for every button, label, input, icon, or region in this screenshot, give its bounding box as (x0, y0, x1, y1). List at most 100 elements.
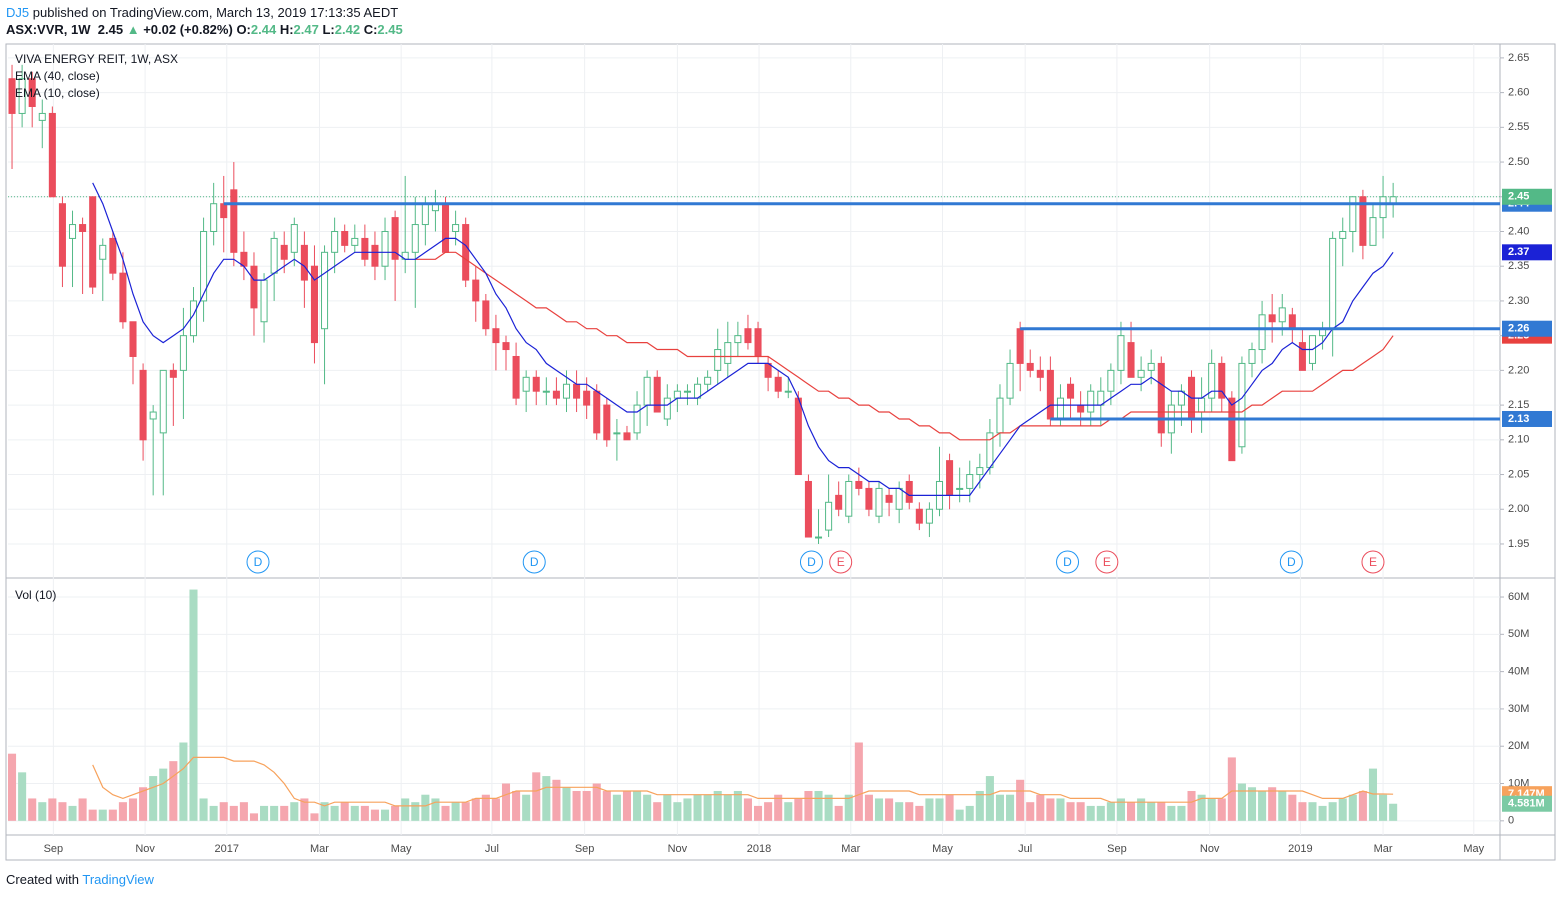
volume-bar (411, 802, 420, 821)
volume-bar (532, 772, 541, 821)
volume-bar (401, 798, 410, 821)
candle-body (1238, 362, 1246, 448)
volume-bar (1217, 798, 1226, 821)
brand[interactable]: TradingView (82, 872, 154, 887)
candle-body (724, 342, 732, 364)
volume-bar (58, 802, 67, 821)
candle-body (1157, 362, 1165, 434)
author[interactable]: DJ5 (6, 5, 30, 20)
volume-bar (925, 798, 934, 821)
volume-bar (965, 805, 974, 821)
volume-bar (1056, 798, 1065, 821)
candle-body (814, 536, 823, 539)
volume-bar (1187, 790, 1196, 821)
volume-bar (864, 794, 873, 821)
candle-body (825, 501, 833, 531)
y-tick-label: 2.65 (1508, 52, 1529, 64)
volume-bar (643, 794, 652, 821)
candle-body (532, 376, 540, 392)
volume-bar (522, 794, 531, 821)
volume-bar (673, 802, 682, 821)
candle-body (633, 404, 641, 434)
volume-bar (1066, 802, 1075, 821)
volume-bar (985, 776, 994, 821)
header-line-2: ASX:VVR, 1W 2.45 ▲ +0.02 (+0.82%) O:2.44… (6, 21, 403, 38)
candle-body (1137, 369, 1145, 378)
volume-bar (1308, 802, 1317, 821)
volume-bar (1106, 802, 1115, 821)
x-tick-label: 2017 (215, 843, 239, 855)
event-marker (1095, 550, 1119, 574)
candle-body (452, 224, 460, 232)
candle-body (99, 244, 107, 260)
volume-bar (885, 798, 894, 821)
volume-bar (542, 776, 551, 821)
candle-body (623, 432, 631, 441)
candle-body (321, 251, 329, 330)
candle-body (673, 390, 681, 399)
volume-bar (421, 794, 430, 821)
volume-bar (1389, 803, 1398, 821)
legend-entry: EMA (40, close) (15, 69, 100, 83)
candle-body (744, 328, 752, 344)
volume-bar (1116, 798, 1125, 821)
volume-bar (1338, 798, 1347, 821)
volume-bar (602, 790, 611, 821)
volume-bar (1237, 783, 1246, 821)
candle-body (200, 230, 208, 302)
candle-body (351, 237, 359, 246)
volume-bar (310, 813, 319, 821)
volume-bar (814, 790, 823, 821)
level-badge-bg (1502, 320, 1552, 337)
footer: Created with TradingView (6, 872, 154, 887)
volume-bar (1318, 805, 1327, 821)
candle-body (79, 224, 87, 232)
volume-bar (169, 761, 178, 821)
x-tick-label: Sep (1107, 843, 1127, 855)
y-tick-label: 2.20 (1508, 364, 1529, 376)
volume-bar (1026, 802, 1035, 821)
volume-bar (552, 779, 561, 821)
volume-bar (834, 805, 843, 821)
x-tick-label: 2018 (747, 843, 771, 855)
candle-body (421, 203, 429, 226)
candle-body (28, 78, 36, 107)
volume-bar (764, 802, 773, 821)
volume-bar (723, 794, 732, 821)
y-tick-label: 2.15 (1508, 399, 1529, 411)
x-tick-label: Sep (44, 843, 64, 855)
level-badge: 2.13 (1508, 413, 1529, 425)
candle-body (613, 432, 621, 435)
volume-bar (804, 790, 813, 821)
volume-bar (1288, 794, 1297, 821)
event-label: D (254, 555, 263, 569)
volume-bar (1328, 802, 1337, 821)
candle-body (1026, 362, 1034, 371)
event-label: E (1369, 555, 1377, 569)
volume-bar (653, 802, 662, 821)
volume-bar (68, 805, 77, 821)
candle-body (492, 328, 500, 344)
volume-bar (935, 798, 944, 821)
candle-body (361, 237, 369, 260)
candle-body (1218, 362, 1226, 399)
candle-body (472, 279, 480, 302)
volume-bar (1298, 802, 1307, 821)
candle-body (996, 397, 1004, 434)
volume-bar (1036, 794, 1045, 821)
created-with: Created with (6, 872, 79, 887)
ohlc-value: 2.47 (293, 22, 319, 37)
event-marker (1056, 550, 1080, 574)
volume-bar (703, 794, 712, 821)
candle-body (946, 460, 954, 496)
candle-body (835, 494, 843, 510)
volume-bar (1379, 794, 1388, 821)
candle-body (391, 217, 399, 260)
candle-body (371, 244, 379, 267)
x-tick-label: Jul (485, 843, 499, 855)
volume-bar (1127, 802, 1136, 821)
volume-bar (1167, 805, 1176, 821)
volume-bar (38, 802, 47, 821)
event-marker (246, 550, 270, 574)
